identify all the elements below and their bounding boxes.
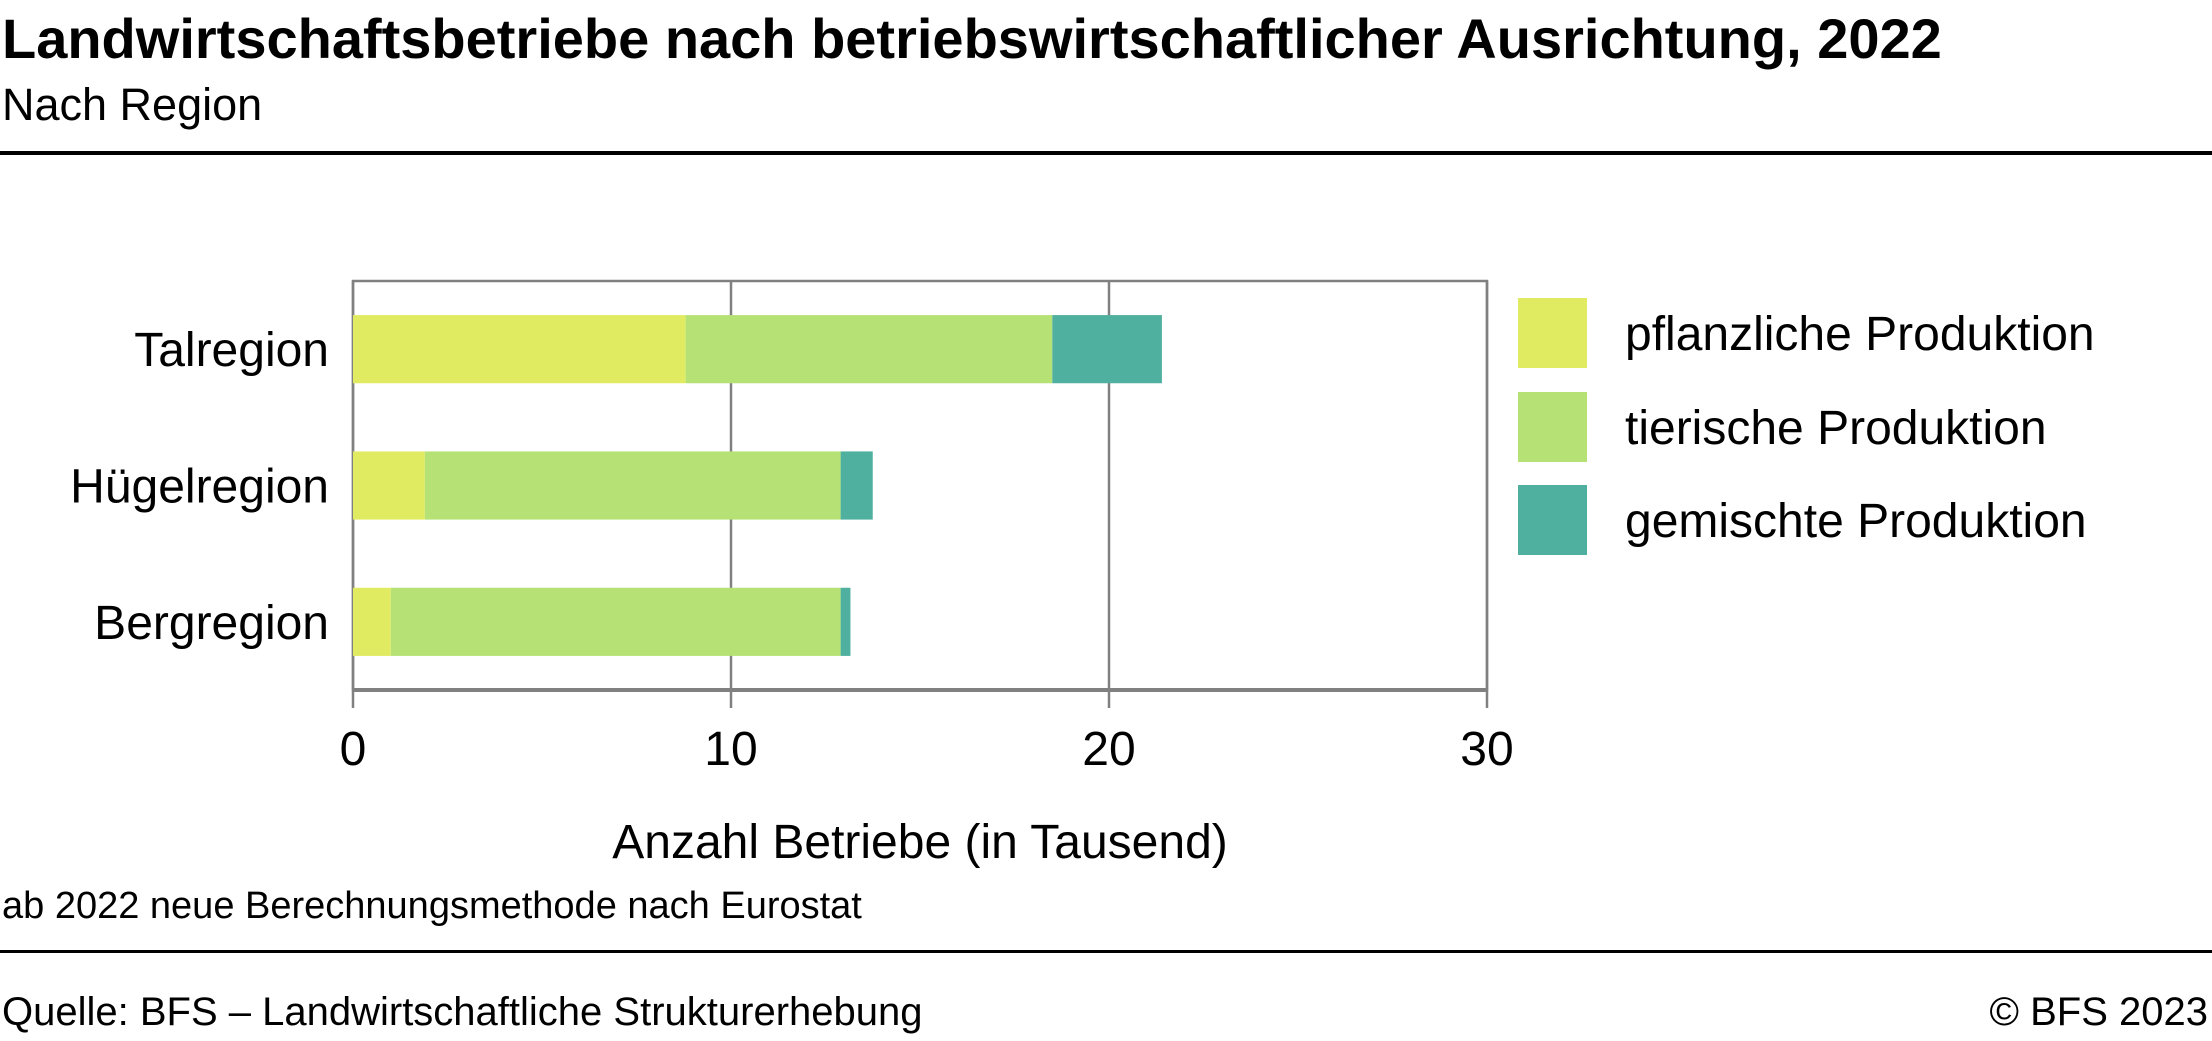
bar-segment <box>1052 315 1162 384</box>
x-tick-label: 20 <box>1082 723 1135 776</box>
category-labels: Talregion Hügelregion Bergregion <box>70 324 329 650</box>
legend-swatch <box>1518 298 1587 368</box>
bar-segment <box>353 587 391 656</box>
bar-segment <box>390 587 841 656</box>
bar-segment <box>424 451 841 520</box>
chart-title: Landwirtschaftsbetriebe nach betriebswir… <box>2 7 1942 70</box>
bar-segment <box>353 451 425 520</box>
x-tick-labels: 0 10 20 30 <box>340 723 1514 776</box>
copyright: © BFS 2023 <box>1990 990 2208 1034</box>
legend-label: pflanzliche Produktion <box>1625 308 2095 361</box>
footnote: ab 2022 neue Berechnungsmethode nach Eur… <box>2 885 862 927</box>
category-label: Bergregion <box>94 597 329 650</box>
category-label: Talregion <box>134 324 329 377</box>
legend: pflanzliche Produktion tierische Produkti… <box>1518 298 2095 555</box>
x-axis-title: Anzahl Betriebe (in Tausend) <box>612 816 1228 869</box>
x-tick-label: 30 <box>1460 723 1513 776</box>
source: Quelle: BFS – Landwirtschaftliche Strukt… <box>2 990 923 1034</box>
bar-segment <box>840 587 851 656</box>
plot-area <box>351 279 1489 708</box>
chart-subtitle: Nach Region <box>2 79 262 130</box>
legend-label: tierische Produktion <box>1625 402 2047 455</box>
top-rule <box>0 151 2212 155</box>
legend-label: gemischte Produktion <box>1625 495 2087 548</box>
bar-segment <box>685 315 1053 384</box>
bar-segment <box>840 451 873 520</box>
bottom-rule <box>0 950 2212 953</box>
x-tick-label: 0 <box>340 723 367 776</box>
bar-segment <box>353 315 686 384</box>
legend-swatch <box>1518 485 1587 555</box>
x-tick-label: 10 <box>704 723 757 776</box>
category-label: Hügelregion <box>70 461 329 514</box>
legend-swatch <box>1518 392 1587 462</box>
